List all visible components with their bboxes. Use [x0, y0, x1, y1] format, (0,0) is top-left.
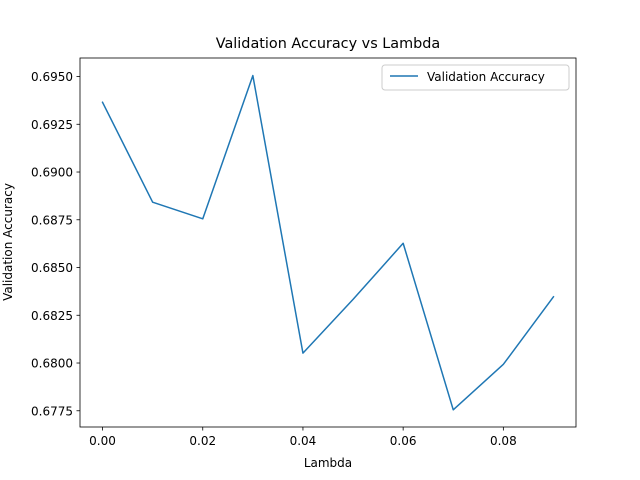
y-tick-label: 0.6950 [31, 70, 73, 84]
legend-label: Validation Accuracy [427, 70, 545, 84]
series-layer [101, 74, 555, 411]
y-axis-ticks: 0.6775 0.6800 0.6825 0.6850 0.6875 0.6900 0.69… [31, 70, 80, 418]
x-axis-label: Lambda [304, 456, 352, 470]
plot-area [80, 58, 576, 427]
y-tick-label: 0.6875 [31, 213, 73, 227]
y-tick-label: 0.6775 [31, 404, 73, 418]
x-tick-label: 0.04 [290, 434, 317, 448]
y-tick-label: 0.6850 [31, 261, 73, 275]
y-tick-label: 0.6900 [31, 166, 73, 180]
legend: Validation Accuracy [381, 64, 570, 91]
x-axis-ticks: 0.00 0.02 0.04 0.06 0.08 [89, 427, 517, 448]
y-tick-label: 0.6800 [31, 357, 73, 371]
x-tick-label: 0.02 [189, 434, 216, 448]
y-tick-label: 0.6825 [31, 309, 73, 323]
plot-background [80, 58, 576, 427]
y-axis-label: Validation Accuracy [1, 183, 15, 301]
legend-box [381, 64, 570, 91]
y-tick-label: 0.6925 [31, 118, 73, 132]
x-tick-label: 0.00 [89, 434, 116, 448]
chart-title: Validation Accuracy vs Lambda [216, 36, 440, 52]
x-tick-label: 0.08 [490, 434, 517, 448]
axes-frame [79, 57, 577, 428]
x-tick-label: 0.06 [390, 434, 417, 448]
series-line-0 [101, 74, 555, 411]
